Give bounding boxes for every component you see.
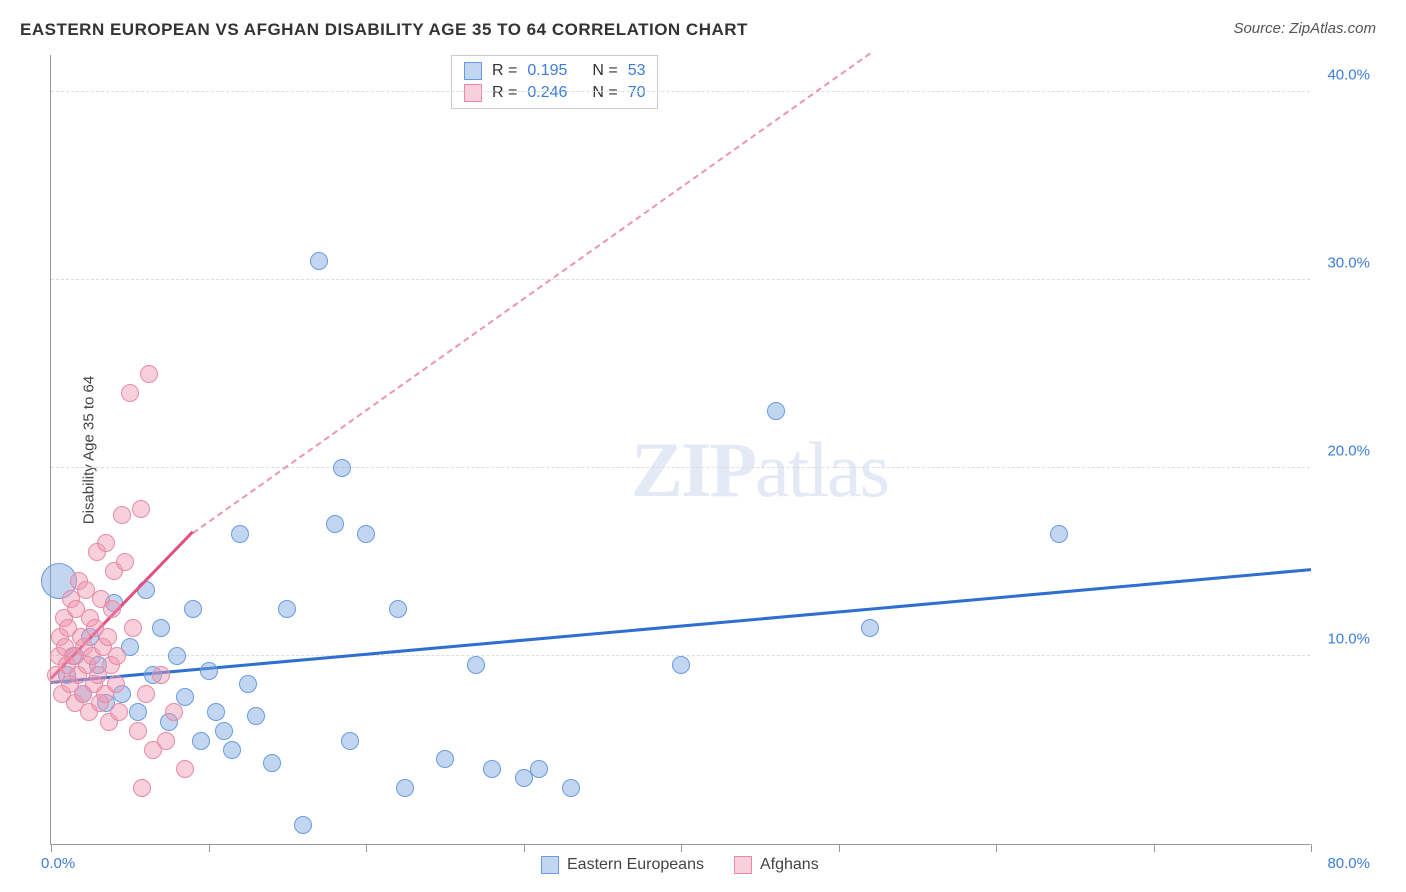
y-tick-label: 10.0% [1327, 630, 1370, 647]
scatter-point [121, 384, 139, 402]
scatter-point [767, 402, 785, 420]
y-tick-label: 20.0% [1327, 442, 1370, 459]
scatter-point [192, 732, 210, 750]
scatter-point [140, 365, 158, 383]
chart-title: EASTERN EUROPEAN VS AFGHAN DISABILITY AG… [20, 20, 748, 40]
scatter-point [107, 675, 125, 693]
scatter-point [108, 647, 126, 665]
scatter-point [103, 600, 121, 618]
scatter-point [97, 534, 115, 552]
stats-row: R = 0.246 N = 70 [464, 82, 645, 104]
r-value: 0.246 [527, 84, 582, 102]
x-origin-label: 0.0% [41, 855, 75, 872]
scatter-point [310, 252, 328, 270]
n-value: 53 [628, 62, 646, 80]
scatter-point [389, 600, 407, 618]
x-tick [681, 844, 682, 852]
scatter-point [176, 760, 194, 778]
scatter-point [333, 459, 351, 477]
scatter-point [132, 500, 150, 518]
gridline-h [51, 91, 1310, 92]
stats-row: R = 0.195 N = 53 [464, 60, 645, 82]
scatter-point [176, 688, 194, 706]
scatter-point [116, 553, 134, 571]
legend-swatch [734, 856, 752, 874]
scatter-point [223, 741, 241, 759]
scatter-point [562, 779, 580, 797]
gridline-h [51, 279, 1310, 280]
scatter-point [133, 779, 151, 797]
header: EASTERN EUROPEAN VS AFGHAN DISABILITY AG… [0, 0, 1406, 50]
scatter-point [861, 619, 879, 637]
scatter-point [165, 703, 183, 721]
legend-item: Afghans [734, 856, 819, 874]
legend-label: Eastern Europeans [567, 856, 704, 874]
x-tick [524, 844, 525, 852]
stats-legend-box: R = 0.195 N = 53 R = 0.246 N = 70 [451, 55, 658, 109]
x-tick [1154, 844, 1155, 852]
scatter-point [200, 662, 218, 680]
scatter-point [137, 685, 155, 703]
bottom-legend: Eastern Europeans Afghans [541, 856, 819, 874]
scatter-point [231, 525, 249, 543]
x-tick [996, 844, 997, 852]
scatter-point [157, 732, 175, 750]
scatter-point [436, 750, 454, 768]
x-tick [1311, 844, 1312, 852]
scatter-point [467, 656, 485, 674]
scatter-point [263, 754, 281, 772]
r-label: R = [492, 62, 517, 80]
scatter-point [110, 703, 128, 721]
scatter-point [168, 647, 186, 665]
y-tick-label: 30.0% [1327, 254, 1370, 271]
scatter-point [239, 675, 257, 693]
x-tick [366, 844, 367, 852]
x-tick [839, 844, 840, 852]
x-max-label: 80.0% [1327, 855, 1370, 872]
scatter-point [113, 506, 131, 524]
scatter-point [278, 600, 296, 618]
legend-swatch [541, 856, 559, 874]
scatter-point [247, 707, 265, 725]
scatter-point [341, 732, 359, 750]
scatter-point [530, 760, 548, 778]
legend-swatch [464, 62, 482, 80]
n-value: 70 [628, 84, 646, 102]
scatter-point [294, 816, 312, 834]
gridline-h [51, 467, 1310, 468]
x-tick [51, 844, 52, 852]
scatter-point [152, 666, 170, 684]
x-tick [209, 844, 210, 852]
scatter-point [1050, 525, 1068, 543]
scatter-point [99, 628, 117, 646]
watermark: ZIPatlas [631, 425, 888, 515]
y-tick-label: 40.0% [1327, 66, 1370, 83]
trend-line-dashed [192, 52, 870, 533]
r-label: R = [492, 84, 517, 102]
scatter-point [672, 656, 690, 674]
scatter-point [129, 722, 147, 740]
n-label: N = [592, 62, 617, 80]
scatter-point [326, 515, 344, 533]
plot-area: ZIPatlas R =0.195N =53R =0.246N =70 0.0%… [50, 55, 1310, 845]
scatter-point [152, 619, 170, 637]
scatter-point [207, 703, 225, 721]
r-value: 0.195 [527, 62, 582, 80]
scatter-point [357, 525, 375, 543]
chart-container: Disability Age 35 to 64 ZIPatlas R =0.19… [50, 55, 1380, 845]
source-attribution: Source: ZipAtlas.com [1233, 20, 1376, 37]
scatter-point [396, 779, 414, 797]
scatter-point [184, 600, 202, 618]
n-label: N = [592, 84, 617, 102]
legend-label: Afghans [760, 856, 819, 874]
scatter-point [129, 703, 147, 721]
scatter-point [215, 722, 233, 740]
legend-swatch [464, 84, 482, 102]
scatter-point [124, 619, 142, 637]
scatter-point [483, 760, 501, 778]
scatter-point [515, 769, 533, 787]
legend-item: Eastern Europeans [541, 856, 704, 874]
